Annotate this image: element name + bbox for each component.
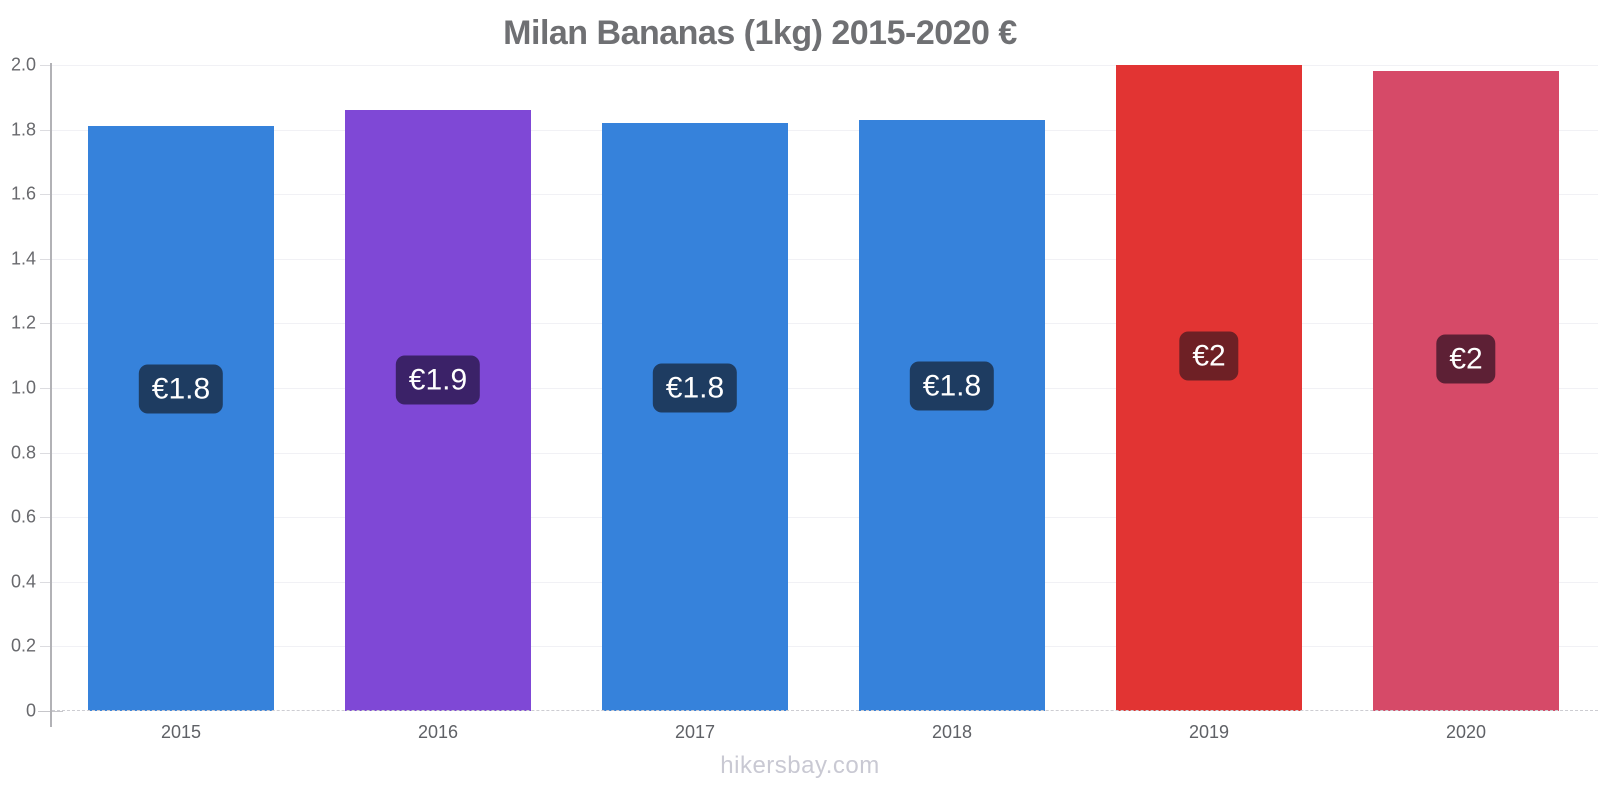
bar-value-badge: €1.8 xyxy=(652,363,738,413)
x-tick-label: 2019 xyxy=(1188,722,1230,742)
y-axis-tick xyxy=(40,194,50,196)
bar-2016: €1.9 xyxy=(345,110,531,711)
bar-value-badge: €1.9 xyxy=(395,355,481,405)
y-tick-label: 1.6 xyxy=(10,183,36,204)
bar-2019: €2 xyxy=(1116,65,1302,711)
grid-line xyxy=(52,581,1598,583)
y-tick-label: 1.2 xyxy=(10,312,36,333)
y-axis-tick xyxy=(40,388,50,389)
y-axis-tick xyxy=(40,258,50,260)
chart-title: Milan Bananas (1kg) 2015-2020 € xyxy=(503,14,1017,52)
y-tick-label: 0.6 xyxy=(10,506,36,527)
grid-line xyxy=(52,452,1598,454)
x-axis-baseline xyxy=(52,710,1598,711)
x-tick-label: 2017 xyxy=(674,722,716,742)
y-axis-tick xyxy=(40,646,50,648)
bar-2018: €1.8 xyxy=(859,120,1045,711)
bar-value-badge: €1.8 xyxy=(138,364,224,414)
y-tick-label: 1.4 xyxy=(10,248,36,269)
grid-line xyxy=(52,258,1598,260)
y-axis-tick xyxy=(40,129,50,131)
y-axis-tick xyxy=(40,581,50,583)
grid-line xyxy=(52,646,1598,648)
x-tick-label: 2020 xyxy=(1445,722,1487,742)
bar-value-badge: €1.8 xyxy=(909,361,995,411)
x-tick-label: 2016 xyxy=(417,722,459,742)
grid-line xyxy=(52,129,1598,131)
y-tick-label: 0.4 xyxy=(10,571,36,592)
y-tick-label: 1.0 xyxy=(10,377,36,398)
bar-value-badge: €2 xyxy=(1179,331,1239,381)
x-tick-label: 2015 xyxy=(160,722,202,742)
y-axis-tick xyxy=(40,65,50,66)
y-tick-label: 0.2 xyxy=(10,635,36,656)
grid-line xyxy=(52,65,1598,66)
bar-2020: €2 xyxy=(1373,71,1559,711)
grid-line xyxy=(52,517,1598,519)
y-axis-line xyxy=(50,63,52,727)
y-tick-label: 0 xyxy=(25,700,36,721)
y-tick-label: 2.0 xyxy=(10,54,36,75)
grid-line xyxy=(52,388,1598,389)
y-axis-tick xyxy=(40,517,50,519)
y-axis-tick xyxy=(40,452,50,454)
x-tick-label: 2018 xyxy=(931,722,973,742)
watermark-text: hikersbay.com xyxy=(720,752,880,779)
y-tick-label: 0.8 xyxy=(10,442,36,463)
grid-line xyxy=(52,323,1598,325)
y-axis-tick xyxy=(40,323,50,325)
grid-line xyxy=(52,194,1598,196)
y-tick-label: 1.8 xyxy=(10,119,36,140)
bar-2015: €1.8 xyxy=(88,126,274,711)
bar-value-badge: €2 xyxy=(1436,334,1496,384)
bar-2017: €1.8 xyxy=(602,123,788,711)
